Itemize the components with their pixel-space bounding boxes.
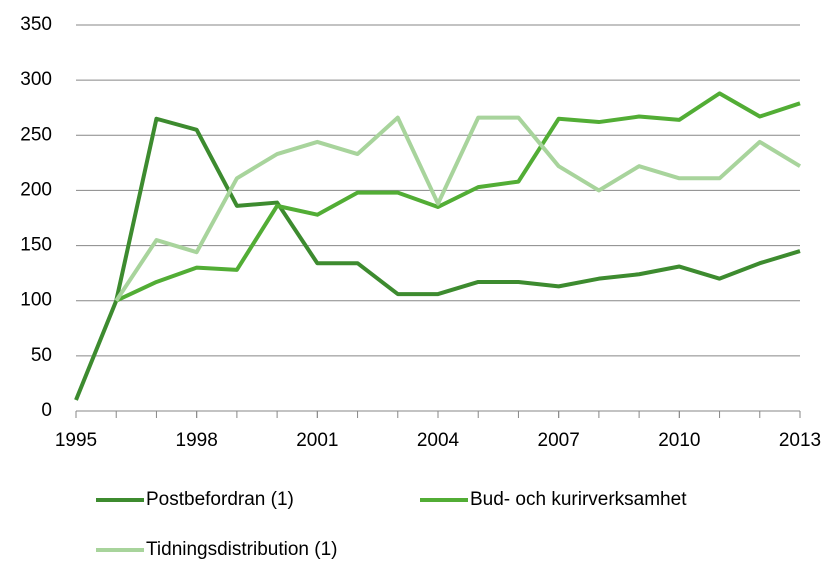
x-tick-label: 1995 [55,430,97,451]
y-tick-label: 100 [20,290,52,311]
legend-label: Tidningsdistribution (1) [146,539,338,560]
y-tick-label: 50 [31,345,52,366]
x-tick-label: 2013 [779,430,821,451]
y-tick-label: 0 [41,400,52,421]
line-series [74,116,801,401]
legend-label: Bud- och kurirverksamhet [470,489,687,510]
y-tick-label: 300 [20,69,52,90]
x-tick-label: 1998 [176,430,218,451]
y-tick-label: 150 [20,235,52,256]
x-tick-label: 2007 [538,430,580,451]
y-tick-label: 250 [20,124,52,145]
y-tick-label: 350 [20,14,52,35]
line-series [115,91,801,303]
y-tick-label: 200 [20,179,52,200]
legend-label: Postbefordran (1) [146,489,294,510]
x-tick-label: 2010 [658,430,700,451]
x-tick-label: 2004 [417,430,460,451]
line-series [114,115,802,302]
x-tick-label: 2001 [296,430,338,451]
